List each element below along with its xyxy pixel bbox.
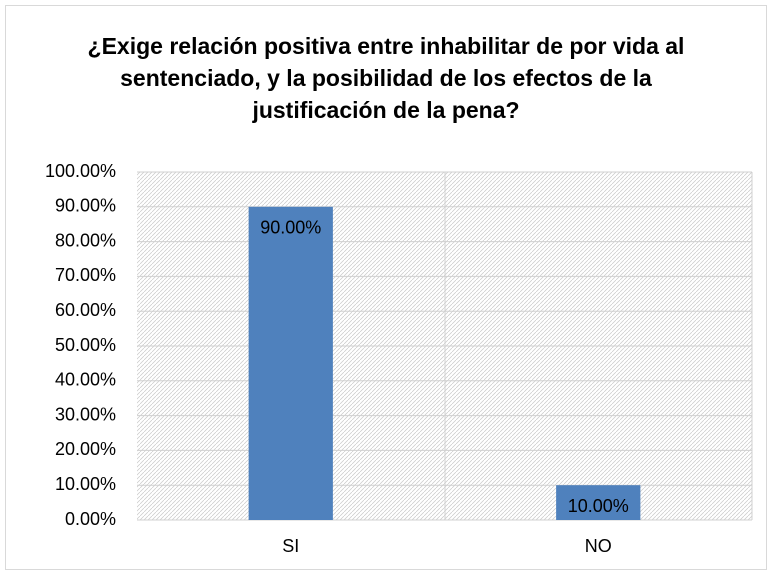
y-tick-label: 0.00% [65, 509, 116, 529]
bar [556, 485, 641, 520]
y-tick-label: 90.00% [55, 196, 116, 216]
data-label: 90.00% [260, 218, 321, 238]
y-tick-label: 80.00% [55, 230, 116, 250]
y-tick-label: 70.00% [55, 265, 116, 285]
y-tick-label: 100.00% [45, 161, 116, 181]
y-tick-label: 30.00% [55, 404, 116, 424]
y-tick-label: 50.00% [55, 335, 116, 355]
data-label: 10.00% [568, 496, 629, 516]
y-tick-label: 60.00% [55, 300, 116, 320]
y-tick-label: 40.00% [55, 370, 116, 390]
y-tick-label: 10.00% [55, 474, 116, 494]
x-tick-label: SI [282, 536, 299, 556]
bar [248, 206, 333, 521]
y-tick-label: 20.00% [55, 439, 116, 459]
chart-title: ¿Exige relación positiva entre inhabilit… [87, 33, 685, 123]
x-tick-label: NO [585, 536, 612, 556]
